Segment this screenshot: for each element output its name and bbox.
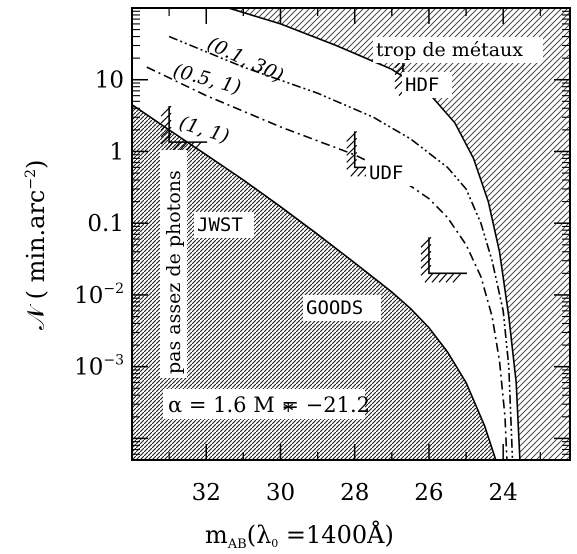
x-tick-label-28: 28 (340, 480, 369, 506)
curve-solid-0 (132, 103, 497, 460)
curve-solid-3 (228, 8, 521, 460)
y-tick-label-2: 0.1 (87, 211, 124, 237)
y-axis-title: 𝒩 ( min.arc−2) (22, 160, 50, 330)
region-pas-assez-de-photons (132, 104, 496, 460)
survey-label-udf: UDF (369, 162, 403, 184)
parameters-label: α = 1.6 M = −21.2 (168, 393, 370, 417)
x-tick-label-30: 30 (266, 480, 295, 506)
survey-label-goods: GOODS (306, 297, 363, 319)
y-tick-label-3: 10−2 (74, 281, 124, 309)
parameters-subscript: * (283, 399, 294, 423)
x-axis-title: mAB(λ0 =1400Å) (205, 520, 394, 552)
y-tick-label-0: 10 (95, 68, 124, 94)
x-tick-label-32: 32 (192, 480, 221, 506)
y-tick-label-4: 10−3 (74, 353, 124, 381)
curve-dash-dot-1 (146, 66, 508, 460)
curve-dash-dot-dot-2 (168, 35, 514, 460)
survey-label-jwst: JWST (197, 214, 243, 236)
region-label-left: pas assez de photons (163, 170, 185, 374)
survey-label-hdf: HDF (405, 74, 439, 96)
survey-mark-jwst (160, 105, 208, 152)
survey-mark-goods (420, 236, 467, 283)
y-tick-label-1: 1 (109, 139, 124, 165)
region-label-right: trop de métaux (376, 39, 523, 61)
x-tick-label-26: 26 (414, 480, 443, 506)
x-tick-label-24: 24 (489, 480, 518, 506)
region-trop-de-metaux (228, 8, 570, 460)
